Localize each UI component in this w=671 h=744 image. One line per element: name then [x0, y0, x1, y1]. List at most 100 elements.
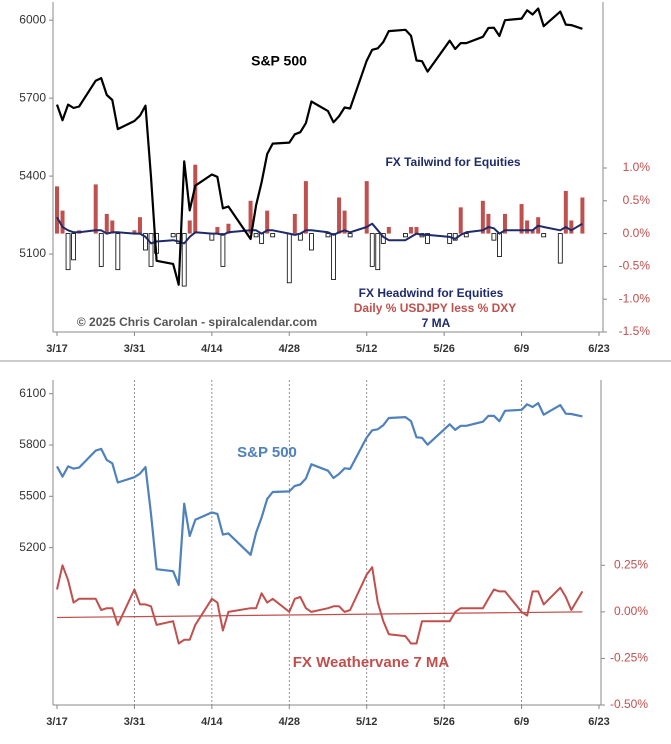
bar	[497, 233, 502, 257]
bar	[580, 197, 585, 234]
y2-tick-label: 0.0%	[623, 226, 651, 240]
bar	[181, 233, 187, 287]
y2-tick-label: 0.25%	[614, 557, 648, 571]
bar	[148, 233, 154, 267]
annotation: S&P 500	[251, 53, 307, 69]
bar	[447, 233, 453, 244]
x-tick-label: 5/12	[356, 716, 377, 728]
bar	[259, 233, 265, 244]
bar	[519, 204, 524, 234]
annotation: S&P 500	[237, 444, 297, 461]
annotation: FX Tailwind for Equities	[385, 155, 520, 169]
bar	[253, 233, 259, 238]
bar	[541, 233, 547, 238]
annotation: © 2025 Chris Carolan - spiralcalendar.co…	[77, 315, 317, 329]
bar	[569, 220, 574, 234]
y-tick-label: 5400	[19, 168, 46, 182]
y-tick-label: 6100	[19, 386, 46, 400]
bar	[480, 200, 485, 234]
bar	[463, 233, 469, 238]
bar	[65, 233, 71, 271]
y2-tick-label: 1.0%	[623, 160, 651, 174]
bar	[342, 210, 347, 234]
bar	[187, 220, 192, 234]
bar	[270, 233, 276, 238]
y2-tick-label: -0.25%	[610, 651, 648, 665]
x-tick-label: 6/9	[514, 343, 529, 355]
bar	[557, 233, 563, 264]
bar	[403, 233, 408, 238]
bar	[375, 233, 381, 271]
bar	[303, 181, 308, 234]
bar	[458, 207, 463, 234]
bar	[364, 181, 369, 234]
bar	[292, 213, 297, 234]
line-series	[55, 7, 583, 286]
x-tick-label: 3/31	[124, 343, 145, 355]
bar	[414, 227, 419, 234]
bar	[143, 233, 148, 251]
bar	[132, 230, 137, 234]
x-tick-label: 3/31	[124, 716, 145, 728]
x-tick-label: 4/14	[201, 343, 223, 355]
bar	[110, 220, 115, 234]
bar	[386, 227, 391, 234]
x-tick-label: 6/23	[588, 343, 609, 355]
bar	[137, 217, 142, 234]
bar	[530, 230, 535, 234]
x-tick-label: 4/14	[201, 716, 223, 728]
bar	[93, 184, 98, 234]
x-tick-label: 6/23	[588, 716, 609, 728]
bar	[215, 227, 220, 234]
y-tick-label: 6000	[19, 12, 46, 26]
x-tick-label: 4/28	[279, 716, 300, 728]
x-tick-label: 5/26	[433, 716, 454, 728]
bar	[220, 233, 226, 267]
bar	[502, 213, 507, 234]
bar	[563, 190, 568, 234]
bar	[525, 220, 530, 234]
y-tick-label: 5800	[19, 437, 46, 451]
y2-tick-label: -0.50%	[610, 697, 648, 711]
x-tick-label: 3/17	[46, 343, 67, 355]
annotation: Daily % USDJPY less % DXY	[354, 301, 517, 315]
y-tick-label: 5700	[19, 90, 46, 104]
x-tick-label: 5/26	[433, 343, 454, 355]
annotation: FX Weathervane 7 MA	[293, 654, 450, 671]
y2-tick-label: 0.00%	[614, 604, 648, 618]
bar	[60, 210, 65, 234]
bar	[347, 233, 353, 238]
bar	[337, 197, 342, 234]
bar	[486, 213, 491, 234]
trend-line	[56, 611, 583, 619]
bar	[104, 213, 109, 234]
bar	[408, 227, 413, 234]
y-tick-label: 5500	[19, 488, 46, 502]
bar	[193, 164, 198, 234]
annotation: 7 MA	[422, 316, 451, 330]
bar	[286, 233, 292, 284]
bar	[55, 186, 59, 234]
annotation: FX Headwind for Equities	[359, 286, 504, 300]
bar	[331, 233, 336, 280]
x-tick-label: 6/9	[514, 716, 529, 728]
bar	[491, 233, 497, 241]
bar	[115, 233, 121, 271]
x-tick-label: 3/17	[46, 716, 67, 728]
bar	[71, 233, 76, 261]
bar	[98, 233, 104, 267]
y2-tick-label: -1.5%	[619, 324, 651, 338]
x-tick-label: 5/12	[356, 343, 377, 355]
bar	[425, 233, 430, 244]
y2-tick-label: -0.5%	[619, 259, 651, 273]
line-series	[56, 564, 584, 645]
bar	[265, 210, 270, 234]
bar	[170, 233, 176, 238]
y2-tick-label: 0.5%	[623, 193, 651, 207]
x-tick-label: 4/28	[279, 343, 300, 355]
y2-tick-label: -1.0%	[619, 291, 651, 305]
bar	[325, 233, 331, 238]
line-series	[56, 216, 583, 245]
bar	[309, 233, 314, 251]
